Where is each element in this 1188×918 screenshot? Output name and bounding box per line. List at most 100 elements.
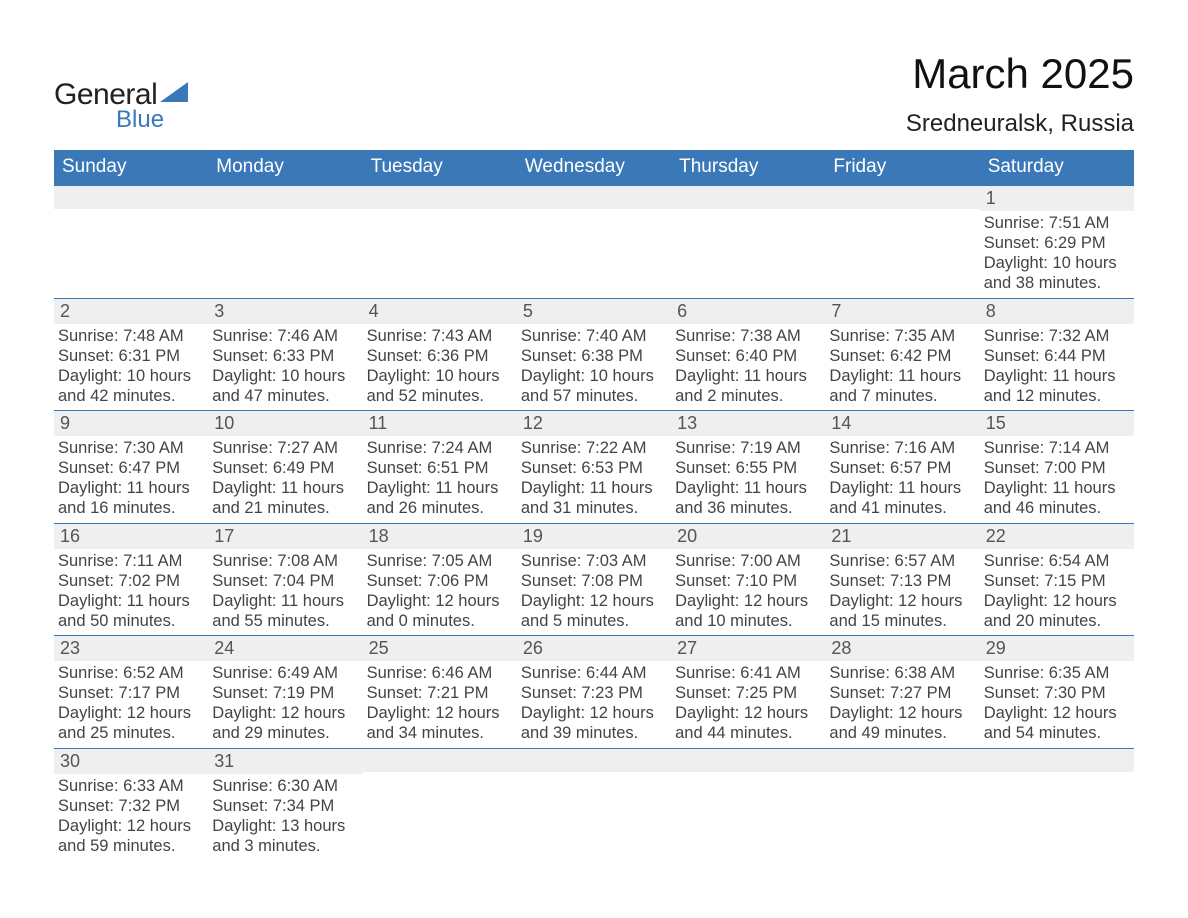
day-sunrise: Sunrise: 6:41 AM xyxy=(675,663,821,683)
day-dl1: Daylight: 10 hours xyxy=(984,253,1130,273)
day-sunrise: Sunrise: 7:14 AM xyxy=(984,438,1130,458)
day-number: 4 xyxy=(363,298,517,324)
day-number: 21 xyxy=(825,523,979,549)
day-dl1: Daylight: 11 hours xyxy=(58,591,204,611)
day-cell: 6Sunrise: 7:38 AMSunset: 6:40 PMDaylight… xyxy=(671,298,825,411)
day-sunrise: Sunrise: 7:27 AM xyxy=(212,438,358,458)
day-cell: 11Sunrise: 7:24 AMSunset: 6:51 PMDayligh… xyxy=(363,410,517,523)
day-cell: 19Sunrise: 7:03 AMSunset: 7:08 PMDayligh… xyxy=(517,523,671,636)
day-sunset: Sunset: 6:29 PM xyxy=(984,233,1130,253)
day-body: Sunrise: 7:48 AMSunset: 6:31 PMDaylight:… xyxy=(54,324,208,411)
day-number xyxy=(517,748,671,772)
day-number xyxy=(363,748,517,772)
day-sunrise: Sunrise: 7:48 AM xyxy=(58,326,204,346)
day-number xyxy=(517,185,671,209)
day-dl2: and 0 minutes. xyxy=(367,611,513,631)
day-cell: 12Sunrise: 7:22 AMSunset: 6:53 PMDayligh… xyxy=(517,410,671,523)
day-sunrise: Sunrise: 7:35 AM xyxy=(829,326,975,346)
day-sunset: Sunset: 7:06 PM xyxy=(367,571,513,591)
day-cell: 13Sunrise: 7:19 AMSunset: 6:55 PMDayligh… xyxy=(671,410,825,523)
day-dl1: Daylight: 11 hours xyxy=(984,478,1130,498)
day-cell xyxy=(671,185,825,298)
day-sunrise: Sunrise: 7:03 AM xyxy=(521,551,667,571)
day-cell: 2Sunrise: 7:48 AMSunset: 6:31 PMDaylight… xyxy=(54,298,208,411)
week-row: 23Sunrise: 6:52 AMSunset: 7:17 PMDayligh… xyxy=(54,635,1134,748)
logo-text-sub: Blue xyxy=(116,106,188,134)
day-sunrise: Sunrise: 7:22 AM xyxy=(521,438,667,458)
day-number: 6 xyxy=(671,298,825,324)
day-sunrise: Sunrise: 6:46 AM xyxy=(367,663,513,683)
day-number xyxy=(825,185,979,209)
day-number xyxy=(825,748,979,772)
day-sunrise: Sunrise: 7:46 AM xyxy=(212,326,358,346)
day-body: Sunrise: 7:05 AMSunset: 7:06 PMDaylight:… xyxy=(363,549,517,636)
day-dl2: and 42 minutes. xyxy=(58,386,204,406)
day-cell: 17Sunrise: 7:08 AMSunset: 7:04 PMDayligh… xyxy=(208,523,362,636)
day-number: 7 xyxy=(825,298,979,324)
day-body xyxy=(671,772,825,852)
day-dl1: Daylight: 10 hours xyxy=(521,366,667,386)
logo: General Blue xyxy=(54,78,188,134)
day-header-tue: Tuesday xyxy=(363,150,517,185)
day-cell xyxy=(825,185,979,298)
day-number: 11 xyxy=(363,410,517,436)
day-sunrise: Sunrise: 7:24 AM xyxy=(367,438,513,458)
day-sunset: Sunset: 6:40 PM xyxy=(675,346,821,366)
day-cell: 5Sunrise: 7:40 AMSunset: 6:38 PMDaylight… xyxy=(517,298,671,411)
day-cell xyxy=(980,748,1134,861)
day-body: Sunrise: 7:03 AMSunset: 7:08 PMDaylight:… xyxy=(517,549,671,636)
day-number: 14 xyxy=(825,410,979,436)
day-header-sat: Saturday xyxy=(980,150,1134,185)
day-body: Sunrise: 6:49 AMSunset: 7:19 PMDaylight:… xyxy=(208,661,362,748)
day-sunset: Sunset: 7:34 PM xyxy=(212,796,358,816)
day-dl1: Daylight: 11 hours xyxy=(212,591,358,611)
day-body: Sunrise: 7:40 AMSunset: 6:38 PMDaylight:… xyxy=(517,324,671,411)
day-sunrise: Sunrise: 7:43 AM xyxy=(367,326,513,346)
day-cell: 20Sunrise: 7:00 AMSunset: 7:10 PMDayligh… xyxy=(671,523,825,636)
day-number xyxy=(980,748,1134,772)
day-header-row: Sunday Monday Tuesday Wednesday Thursday… xyxy=(54,150,1134,185)
day-dl2: and 26 minutes. xyxy=(367,498,513,518)
day-dl1: Daylight: 11 hours xyxy=(521,478,667,498)
location-subtitle: Sredneuralsk, Russia xyxy=(906,110,1134,138)
day-dl1: Daylight: 11 hours xyxy=(367,478,513,498)
day-sunset: Sunset: 7:08 PM xyxy=(521,571,667,591)
day-sunrise: Sunrise: 7:00 AM xyxy=(675,551,821,571)
day-body: Sunrise: 7:11 AMSunset: 7:02 PMDaylight:… xyxy=(54,549,208,636)
day-sunset: Sunset: 6:49 PM xyxy=(212,458,358,478)
day-number: 25 xyxy=(363,635,517,661)
day-body: Sunrise: 7:24 AMSunset: 6:51 PMDaylight:… xyxy=(363,436,517,523)
day-cell: 3Sunrise: 7:46 AMSunset: 6:33 PMDaylight… xyxy=(208,298,362,411)
day-number: 22 xyxy=(980,523,1134,549)
day-dl2: and 16 minutes. xyxy=(58,498,204,518)
day-sunset: Sunset: 7:02 PM xyxy=(58,571,204,591)
day-sunset: Sunset: 6:42 PM xyxy=(829,346,975,366)
day-body: Sunrise: 7:32 AMSunset: 6:44 PMDaylight:… xyxy=(980,324,1134,411)
day-body xyxy=(517,772,671,852)
day-dl1: Daylight: 12 hours xyxy=(367,703,513,723)
day-dl2: and 10 minutes. xyxy=(675,611,821,631)
day-body: Sunrise: 7:30 AMSunset: 6:47 PMDaylight:… xyxy=(54,436,208,523)
day-number: 1 xyxy=(980,185,1134,211)
day-body: Sunrise: 6:46 AMSunset: 7:21 PMDaylight:… xyxy=(363,661,517,748)
day-number xyxy=(671,748,825,772)
day-number: 8 xyxy=(980,298,1134,324)
day-cell: 21Sunrise: 6:57 AMSunset: 7:13 PMDayligh… xyxy=(825,523,979,636)
day-number: 24 xyxy=(208,635,362,661)
week-row: 30Sunrise: 6:33 AMSunset: 7:32 PMDayligh… xyxy=(54,748,1134,861)
day-body: Sunrise: 7:38 AMSunset: 6:40 PMDaylight:… xyxy=(671,324,825,411)
day-cell: 25Sunrise: 6:46 AMSunset: 7:21 PMDayligh… xyxy=(363,635,517,748)
day-body: Sunrise: 6:52 AMSunset: 7:17 PMDaylight:… xyxy=(54,661,208,748)
day-number: 3 xyxy=(208,298,362,324)
day-cell xyxy=(363,185,517,298)
day-number: 15 xyxy=(980,410,1134,436)
day-dl2: and 39 minutes. xyxy=(521,723,667,743)
day-body: Sunrise: 7:27 AMSunset: 6:49 PMDaylight:… xyxy=(208,436,362,523)
day-sunrise: Sunrise: 6:33 AM xyxy=(58,776,204,796)
day-body xyxy=(825,772,979,852)
day-number: 9 xyxy=(54,410,208,436)
day-sunset: Sunset: 7:17 PM xyxy=(58,683,204,703)
day-body xyxy=(517,209,671,293)
day-header-fri: Friday xyxy=(825,150,979,185)
day-cell: 4Sunrise: 7:43 AMSunset: 6:36 PMDaylight… xyxy=(363,298,517,411)
